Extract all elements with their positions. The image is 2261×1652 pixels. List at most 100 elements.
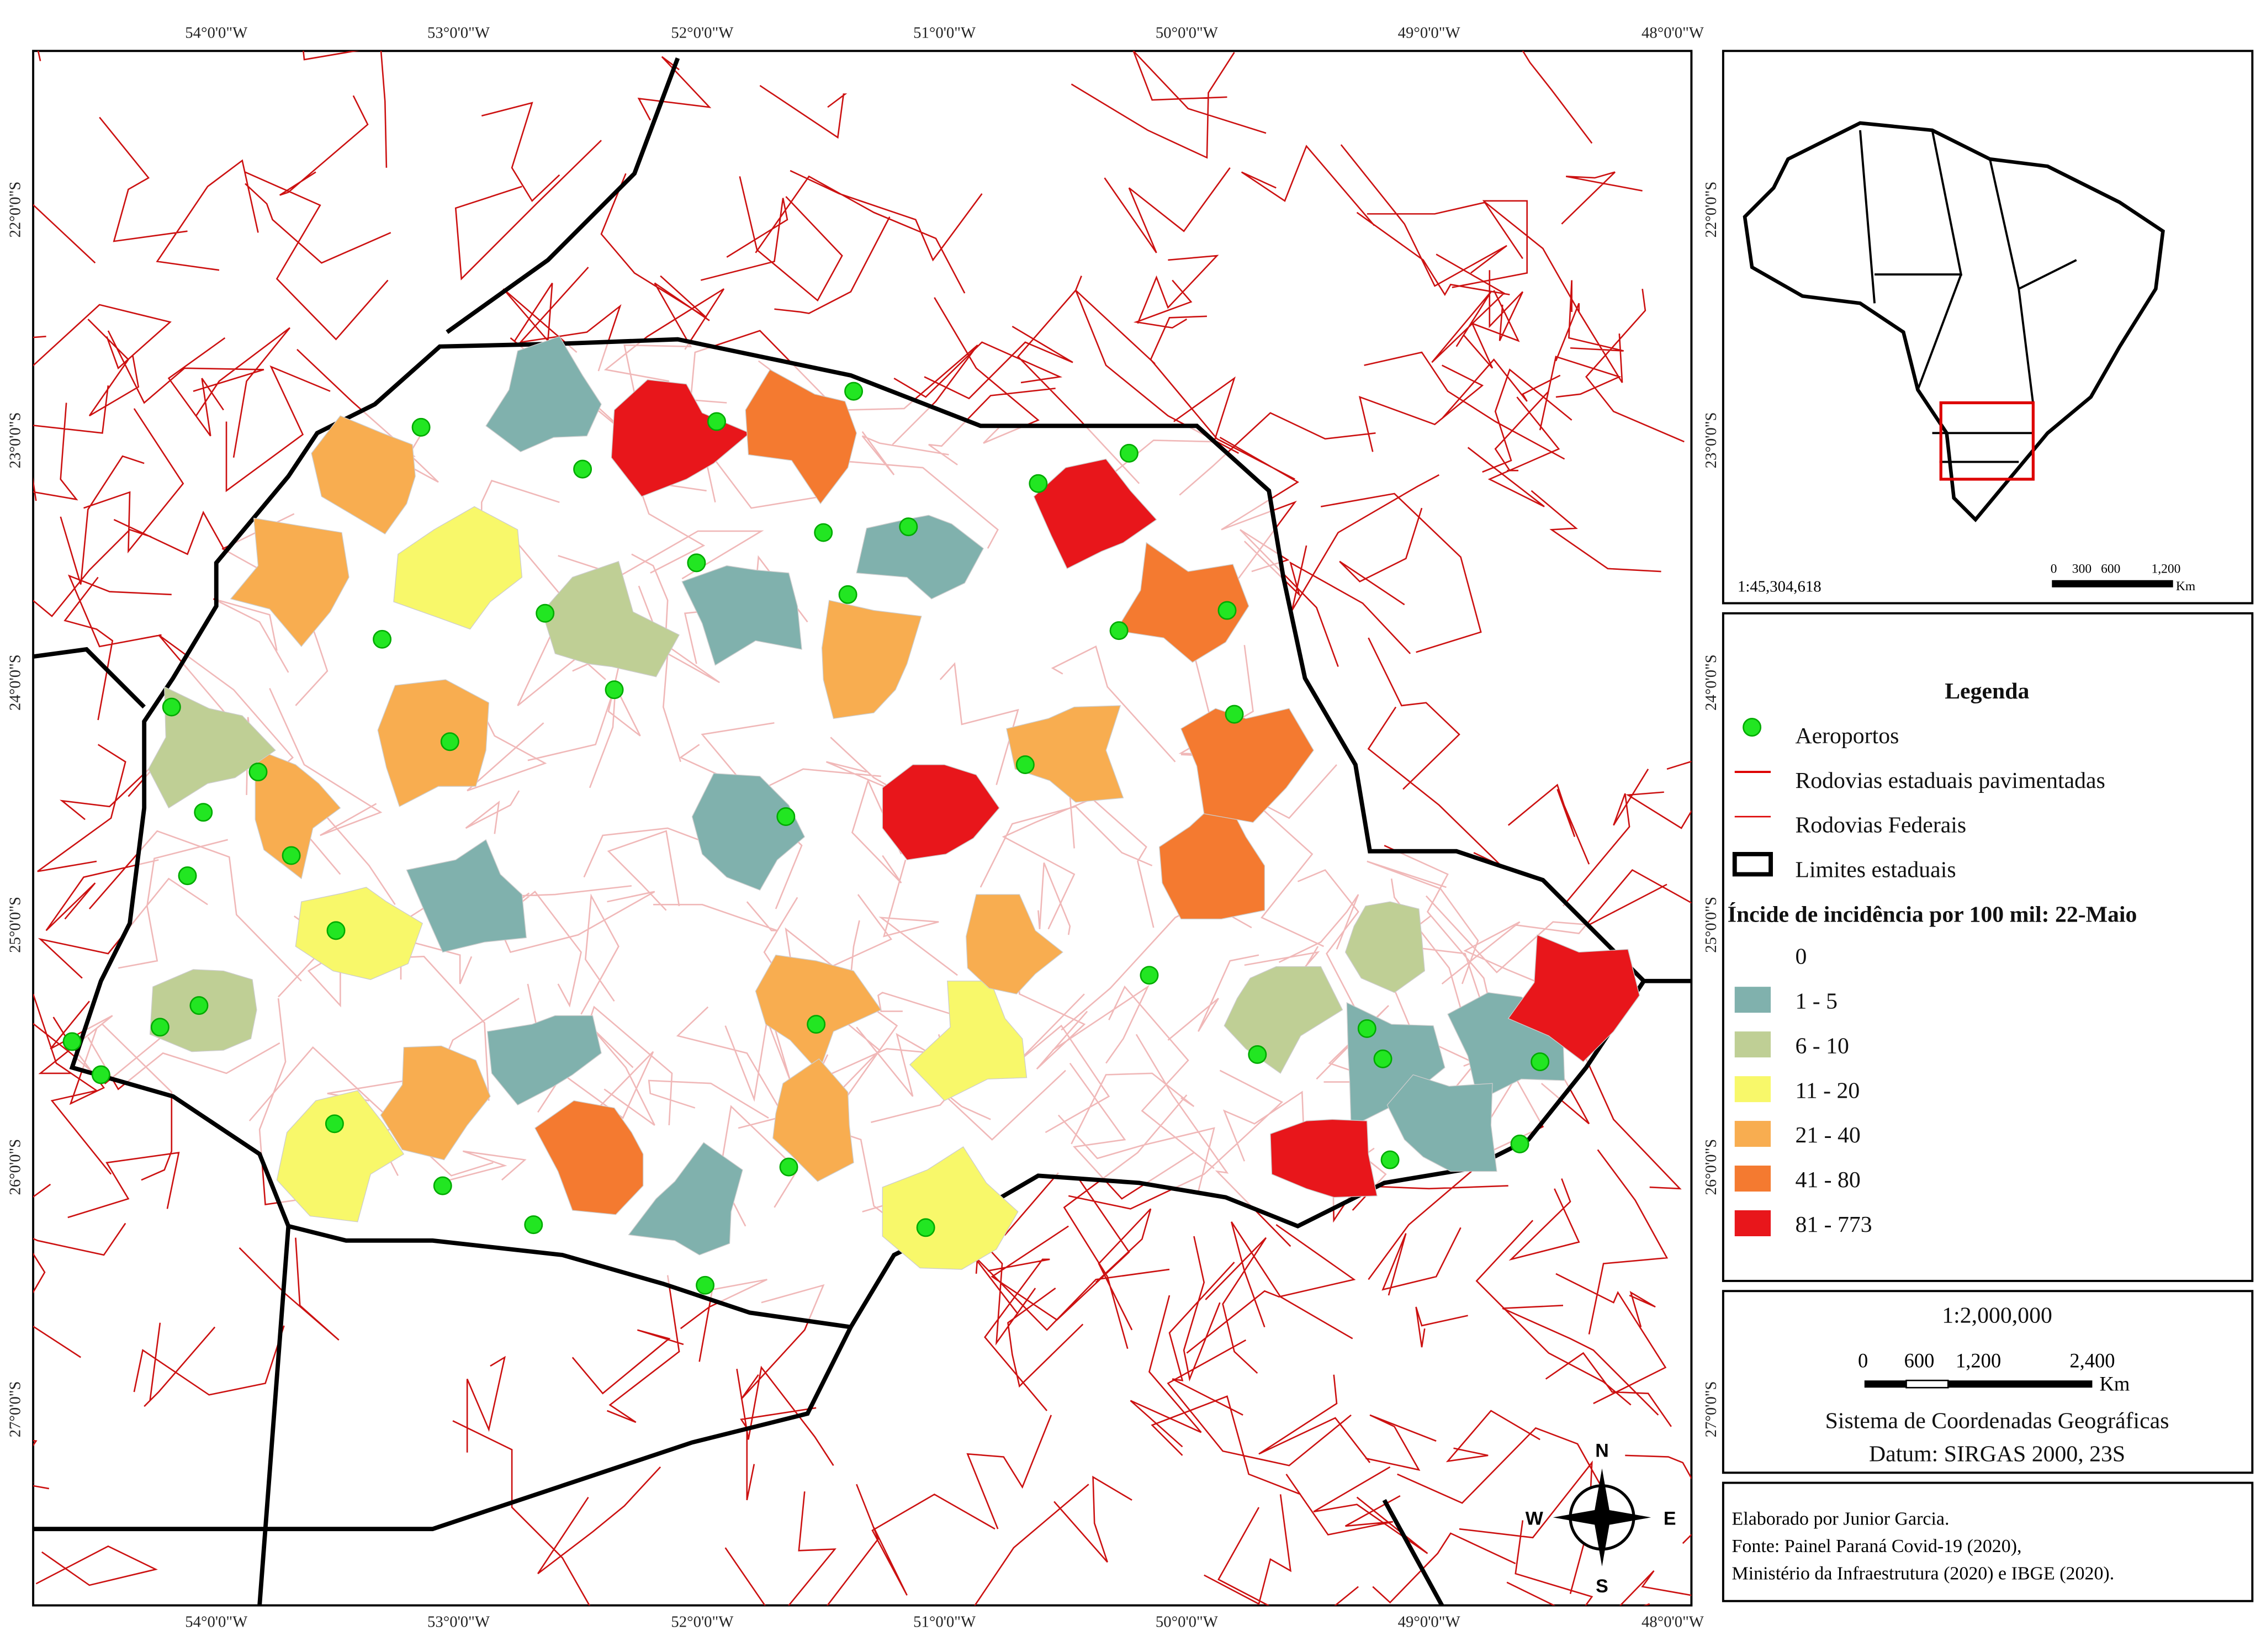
airport [1373, 1049, 1392, 1068]
municipality [772, 1058, 854, 1182]
lon-label: 52°0'0"W [671, 24, 734, 42]
municipality [406, 839, 527, 953]
airport [1510, 1134, 1529, 1153]
lon-label: 49°0'0"W [1398, 1613, 1461, 1631]
legend-swatch [1734, 1210, 1771, 1237]
legend-item-label: Aeroportos [1795, 723, 1899, 749]
municipality [681, 565, 802, 666]
municipalities [148, 336, 1640, 1270]
municipality [691, 772, 806, 891]
credit-line: Fonte: Painel Paraná Covid-19 (2020), [1732, 1536, 2022, 1556]
inset-bar-2: 600 [2101, 562, 2120, 576]
legend-title: Legenda [1945, 679, 2029, 704]
credits: Elaborado por Junior Garcia. Fonte: Pain… [1722, 1481, 2254, 1602]
airport [573, 459, 592, 479]
legend-frame [1722, 612, 2254, 1282]
lon-label: 50°0'0"W [1156, 24, 1219, 42]
municipality [393, 506, 523, 630]
legend-item-label: Rodovias estaduais pavimentadas [1795, 768, 2105, 793]
scale-bar-0: 0 [1858, 1349, 1868, 1372]
airport [1248, 1045, 1267, 1064]
municipality [1180, 708, 1314, 823]
lat-label: 26°0'0"S [7, 1139, 24, 1195]
municipality [1033, 458, 1157, 569]
municipality [1006, 705, 1124, 803]
airport [194, 803, 213, 822]
inset-bar-0: 0 [2051, 562, 2057, 576]
airport [1029, 474, 1048, 493]
legend-airport-symbol [1743, 718, 1762, 737]
scale-box: 1:2,000,000 0 600 1,200 2,400 Km Sistema… [1722, 1290, 2254, 1474]
state-limits [33, 57, 1692, 1607]
brazil-outline [1743, 121, 2165, 522]
airport [1217, 601, 1237, 620]
scale-ratio: 1:2,000,000 [1942, 1303, 2052, 1328]
municipality [1344, 901, 1425, 993]
lat-label: 22°0'0"S [7, 182, 24, 238]
lon-label: 49°0'0"W [1398, 24, 1461, 42]
compass-w: W [1526, 1508, 1543, 1529]
compass: N S E W [1526, 1441, 1676, 1597]
airport [776, 807, 796, 826]
municipality [1115, 542, 1249, 663]
legend: Legenda Íncide de incidência por 100 mil… [1722, 612, 2254, 1282]
airport [696, 1275, 715, 1295]
municipality [380, 1045, 491, 1161]
airport [325, 1114, 344, 1134]
legend-swatch [1734, 1076, 1771, 1103]
scalebar [1905, 1379, 1949, 1389]
municipality [745, 369, 857, 505]
airport [162, 697, 181, 717]
scalebar [1948, 1380, 2093, 1388]
datum: Datum: SIRGAS 2000, 23S [1869, 1441, 2125, 1466]
lat-label: 26°0'0"S [1702, 1139, 1720, 1195]
municipality [295, 887, 423, 980]
airport [373, 629, 392, 649]
lon-label: 51°0'0"W [913, 24, 976, 42]
study-area [1939, 401, 2035, 481]
airport [1380, 1150, 1400, 1169]
airport [807, 1015, 826, 1034]
lat-label: 24°0'0"S [1702, 654, 1720, 711]
airports [62, 382, 1550, 1295]
inset-unit: Km [2176, 579, 2195, 594]
airport [1109, 621, 1129, 640]
municipality [534, 1100, 644, 1215]
municipality [148, 686, 276, 809]
airport [1015, 755, 1035, 774]
lat-label: 23°0'0"S [7, 412, 24, 468]
airport [1140, 966, 1159, 985]
legend-swatch [1734, 987, 1771, 1013]
airport [62, 1032, 82, 1051]
inset-bar-3: 1,200 [2152, 562, 2181, 576]
airport [687, 553, 706, 573]
airport [1225, 705, 1244, 724]
legend-item-label: Limites estaduais [1795, 857, 1956, 883]
scale-bar-3: 2,400 [2069, 1349, 2115, 1372]
municipality [1270, 1119, 1378, 1198]
lat-label: 27°0'0"S [1702, 1381, 1720, 1437]
scale-bar-2: 1,200 [1956, 1349, 2001, 1372]
airport [779, 1157, 798, 1177]
airport [91, 1065, 110, 1084]
municipality [821, 600, 922, 719]
inset-scale: 1:45,304,618 [1738, 578, 1821, 596]
lon-label: 52°0'0"W [671, 1613, 734, 1631]
legend-class-label: 0 [1795, 944, 1807, 969]
legend-class-label: 11 - 20 [1795, 1078, 1860, 1103]
municipality [856, 515, 984, 600]
lon-label: 53°0'0"W [427, 1613, 490, 1631]
legend-class-label: 6 - 10 [1795, 1033, 1849, 1058]
legend-item-label: Rodovias Federais [1795, 813, 1966, 838]
compass-s: S [1596, 1576, 1608, 1597]
municipality [882, 1146, 1019, 1270]
inset-bar-1: 300 [2072, 562, 2091, 576]
airport [1119, 443, 1139, 463]
graticule-labels: 54°0'0"W 54°0'0"W 53°0'0"W 53°0'0"W 52°0'0"W… [7, 24, 1720, 1631]
airport [536, 603, 555, 623]
airport [844, 382, 864, 401]
lon-label: 51°0'0"W [913, 1613, 976, 1631]
municipality [487, 1015, 602, 1106]
municipality [611, 379, 751, 497]
